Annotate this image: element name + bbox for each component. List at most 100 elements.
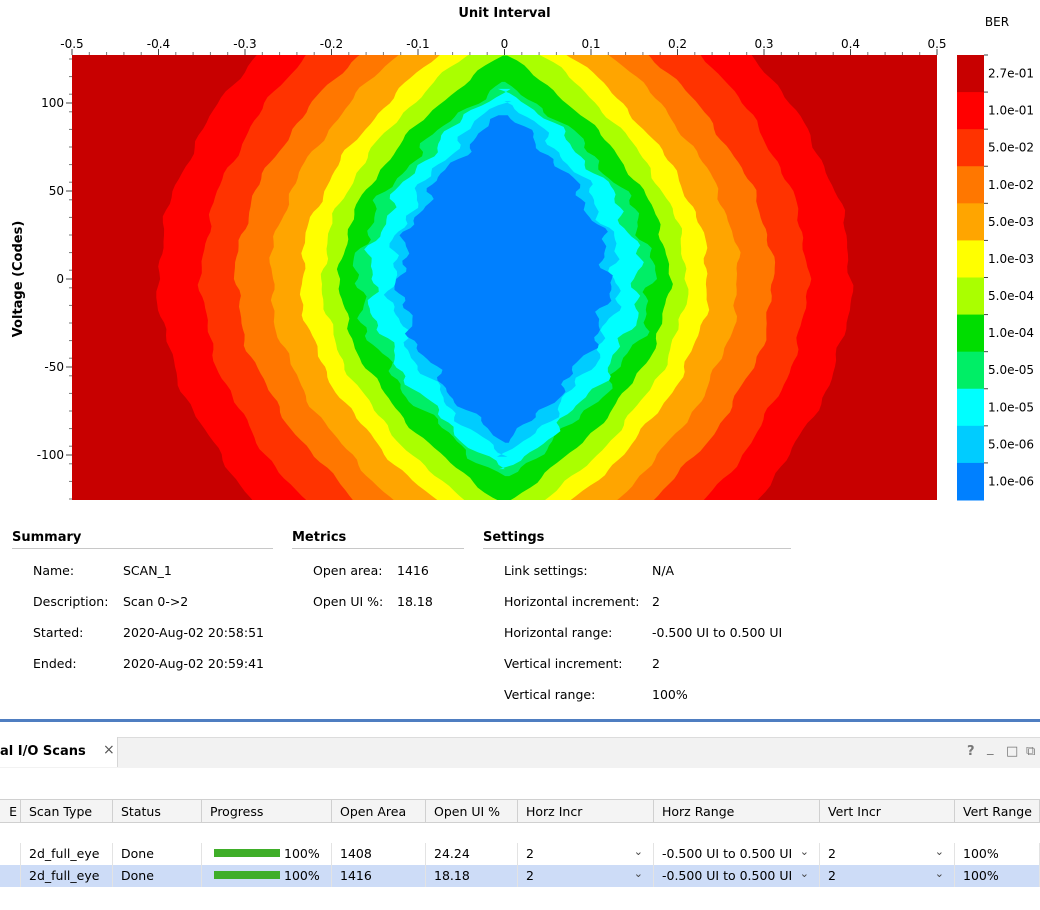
row-id-cell: [0, 865, 21, 887]
col-header-id-label: E: [9, 804, 17, 819]
progress-text: 100%: [284, 846, 320, 861]
legend-label: 5.0e-03: [988, 215, 1034, 229]
col-header-open-ui[interactable]: Open UI %: [426, 799, 518, 823]
horz-incr-dropdown[interactable]: 2 ⌄: [518, 843, 654, 865]
col-header-id[interactable]: E: [0, 799, 21, 823]
col-header-vert-incr[interactable]: Vert Incr: [820, 799, 955, 823]
legend-label: 1.0e-04: [988, 326, 1034, 340]
settings-h-range-value: -0.500 UI to 0.500 UI: [652, 625, 783, 640]
y-tick-label: 50: [49, 184, 64, 198]
table-row[interactable]: 2d_full_eye Done 100% 1408 24.24 2 ⌄ -0.…: [0, 843, 1040, 866]
progress-cell: 100%: [202, 865, 332, 887]
metrics-open-ui-value: 18.18: [397, 594, 433, 609]
col-header-progress[interactable]: Progress: [202, 799, 332, 823]
progress-cell: 100%: [202, 843, 332, 865]
settings-h-incr-value: 2: [652, 594, 660, 609]
summary-ended-label: Ended:: [33, 656, 77, 671]
row-id-cell: [0, 843, 21, 865]
x-tick-label: -0.3: [233, 37, 256, 51]
x-tick-label: 0: [501, 37, 509, 51]
help-icon[interactable]: ?: [967, 744, 975, 759]
legend-label: 1.0e-01: [988, 104, 1034, 118]
minimize-icon[interactable]: _: [987, 741, 994, 756]
eye-diagram[interactable]: -0.5 -0.4 -0.3 -0.2 -0.1 0 0.1 0.2 0.3 0.4 0.5 Unit…: [0, 0, 1040, 520]
legend-swatch: [957, 425, 984, 464]
metrics-open-area-label: Open area:: [313, 563, 383, 578]
legend-swatch: [957, 388, 984, 427]
metrics-open-area-value: 1416: [397, 563, 429, 578]
float-icon[interactable]: ⧉: [1026, 744, 1036, 759]
col-header-status[interactable]: Status: [113, 799, 202, 823]
open-area-cell: 1416: [332, 865, 426, 887]
maximize-icon[interactable]: □: [1006, 744, 1019, 759]
legend-swatch: [957, 277, 984, 316]
col-header-scan-type[interactable]: Scan Type: [21, 799, 113, 823]
legend-swatch: [957, 240, 984, 278]
legend-swatch: [957, 314, 984, 353]
legend-label: 5.0e-04: [988, 289, 1034, 303]
chevron-down-icon[interactable]: ⌄: [934, 867, 944, 880]
settings-title: Settings: [483, 530, 791, 549]
vert-incr-dropdown[interactable]: 2 ⌄: [820, 865, 955, 887]
close-icon[interactable]: ×: [103, 742, 115, 758]
x-tick-label: -0.2: [320, 37, 343, 51]
chevron-down-icon[interactable]: ⌄: [799, 845, 809, 858]
filter-row[interactable]: [0, 823, 1040, 844]
legend-label: 5.0e-05: [988, 363, 1034, 377]
vert-range-cell: 100%: [955, 843, 1040, 865]
col-header-horz-range[interactable]: Horz Range: [654, 799, 820, 823]
horz-incr-value: 2: [526, 868, 534, 883]
settings-h-incr-label: Horizontal increment:: [504, 594, 640, 609]
col-header-horz-incr[interactable]: Horz Incr: [518, 799, 654, 823]
legend-swatch: [957, 462, 984, 501]
chevron-down-icon[interactable]: ⌄: [799, 867, 809, 880]
horz-range-dropdown[interactable]: -0.500 UI to 0.500 UI ⌄: [654, 843, 820, 865]
legend-label: 2.7e-01: [988, 67, 1034, 81]
legend-label: 5.0e-06: [988, 437, 1034, 451]
progress-text: 100%: [284, 868, 320, 883]
legend-swatch: [957, 55, 984, 93]
horz-range-dropdown[interactable]: -0.500 UI to 0.500 UI ⌄: [654, 865, 820, 887]
summary-description-label: Description:: [33, 594, 109, 609]
chevron-down-icon[interactable]: ⌄: [633, 845, 643, 858]
settings-link-value: N/A: [652, 563, 675, 578]
tab-io-scans[interactable]: al I/O Scans ×: [0, 737, 118, 767]
x-tick-label: -0.1: [406, 37, 429, 51]
legend-label: 5.0e-02: [988, 141, 1034, 155]
open-area-cell: 1408: [332, 843, 426, 865]
chevron-down-icon[interactable]: ⌄: [633, 867, 643, 880]
chevron-down-icon[interactable]: ⌄: [934, 845, 944, 858]
metrics-section: Metrics: [292, 530, 464, 549]
settings-v-range-label: Vertical range:: [504, 687, 596, 702]
col-header-open-area[interactable]: Open Area: [332, 799, 426, 823]
legend-label: 1.0e-03: [988, 252, 1034, 266]
settings-v-range-value: 100%: [652, 687, 688, 702]
y-axis-title: Voltage (Codes): [11, 221, 26, 338]
settings-h-range-label: Horizontal range:: [504, 625, 613, 640]
table-row-selected[interactable]: 2d_full_eye Done 100% 1416 18.18 2 ⌄ -0.…: [0, 865, 1040, 887]
horz-incr-value: 2: [526, 846, 534, 861]
status-cell: Done: [113, 865, 202, 887]
legend-title: BER: [985, 15, 1009, 29]
legend-swatch: [957, 166, 984, 204]
scan-type-cell: 2d_full_eye: [21, 843, 113, 865]
metrics-title: Metrics: [292, 530, 464, 549]
y-tick-label: 0: [56, 272, 64, 286]
legend-swatch: [957, 351, 984, 390]
col-header-vert-range[interactable]: Vert Range: [955, 799, 1040, 823]
horz-incr-dropdown[interactable]: 2 ⌄: [518, 865, 654, 887]
x-tick-label: 0.3: [754, 37, 773, 51]
open-ui-cell: 18.18: [426, 865, 518, 887]
vert-incr-value: 2: [828, 846, 836, 861]
legend-swatch: [957, 203, 984, 241]
open-ui-cell: 24.24: [426, 843, 518, 865]
tab-io-scans-label: al I/O Scans: [0, 744, 86, 759]
legend-label: 1.0e-05: [988, 400, 1034, 414]
y-tick-label: 100: [41, 96, 64, 110]
vert-incr-dropdown[interactable]: 2 ⌄: [820, 843, 955, 865]
panel-splitter[interactable]: [0, 719, 1040, 722]
ber-region-1.0e-06: [394, 115, 613, 443]
x-tick-label: 0.2: [668, 37, 687, 51]
horz-range-value: -0.500 UI to 0.500 UI: [662, 846, 793, 861]
x-tick-label: -0.4: [147, 37, 170, 51]
